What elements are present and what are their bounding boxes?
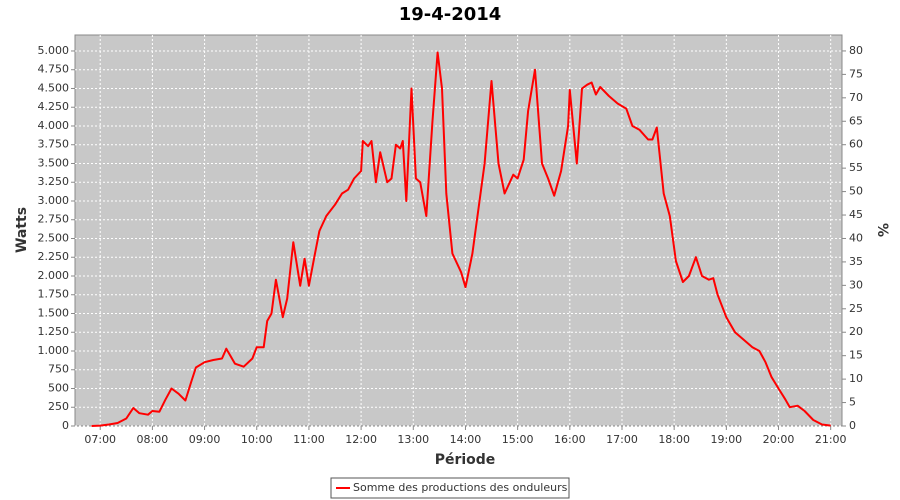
legend-label: Somme des productions des onduleurs: [353, 481, 568, 494]
line: [91, 51, 831, 427]
x-tick-label: 10:00: [241, 433, 273, 446]
x-tick-label: 19:00: [710, 433, 742, 446]
x-tick-label: 18:00: [658, 433, 690, 446]
y2-tick-label: 50: [849, 185, 863, 198]
y2-tick-label: 40: [849, 231, 863, 244]
y-tick-label: 4.000: [38, 119, 70, 132]
y2-axis-title: %: [874, 223, 890, 237]
y-tick-label: 0: [62, 419, 69, 432]
y-tick-label: 5.000: [38, 44, 70, 57]
y2-tick-label: 45: [849, 208, 863, 221]
y2-tick-label: 30: [849, 278, 863, 291]
x-tick-label: 20:00: [763, 433, 795, 446]
y-tick-label: 2.000: [38, 269, 70, 282]
y2-tick-label: 55: [849, 161, 863, 174]
y-tick-label: 2.750: [38, 213, 70, 226]
y-tick-label: 500: [48, 381, 69, 394]
chart-title: 19-4-2014: [399, 4, 502, 25]
y-tick-label: 4.500: [38, 81, 70, 94]
y-tick-label: 3.500: [38, 156, 70, 169]
x-tick-label: 09:00: [189, 433, 221, 446]
y-tick-label: 3.000: [38, 194, 70, 207]
x-tick-label: 13:00: [397, 433, 429, 446]
x-axis-title: Période: [435, 452, 496, 468]
y2-tick-label: 15: [849, 349, 863, 362]
x-tick-label: 17:00: [606, 433, 638, 446]
y-tick-label: 4.750: [38, 63, 70, 76]
plot-area: [74, 34, 843, 427]
y2-tick-label: 75: [849, 67, 863, 80]
y-tick-label: 2.500: [38, 231, 70, 244]
x-tick-label: 11:00: [293, 433, 325, 446]
y2-tick-label: 20: [849, 325, 863, 338]
x-tick-label: 14:00: [450, 433, 482, 446]
x-tick-label: 08:00: [137, 433, 169, 446]
y-tick-label: 1.500: [38, 306, 70, 319]
y2-tick-label: 80: [849, 44, 863, 57]
y-tick-label: 1.000: [38, 344, 70, 357]
y-axis-title: Watts: [14, 207, 30, 253]
y-tick-label: 3.750: [38, 138, 70, 151]
y-tick-label: 1.250: [38, 325, 70, 338]
y2-tick-label: 0: [849, 419, 856, 432]
y2-tick-label: 5: [849, 396, 856, 409]
x-tick-label: 07:00: [84, 433, 116, 446]
y2-tick-label: 35: [849, 255, 863, 268]
y2-tick-label: 60: [849, 138, 863, 151]
x-tick-label: 21:00: [815, 433, 847, 446]
x-tick-label: 12:00: [345, 433, 377, 446]
y-tick-label: 3.250: [38, 175, 70, 188]
y-tick-label: 1.750: [38, 288, 70, 301]
x-tick-label: 15:00: [502, 433, 534, 446]
y-tick-label: 250: [48, 400, 69, 413]
y2-tick-label: 65: [849, 114, 863, 127]
y2-tick-label: 10: [849, 372, 863, 385]
y-tick-label: 750: [48, 363, 69, 376]
y-tick-label: 2.250: [38, 250, 70, 263]
y2-tick-label: 70: [849, 91, 863, 104]
y2-tick-label: 25: [849, 302, 863, 315]
legend: [330, 477, 570, 499]
x-tick-label: 16:00: [554, 433, 586, 446]
y-tick-label: 4.250: [38, 100, 70, 113]
